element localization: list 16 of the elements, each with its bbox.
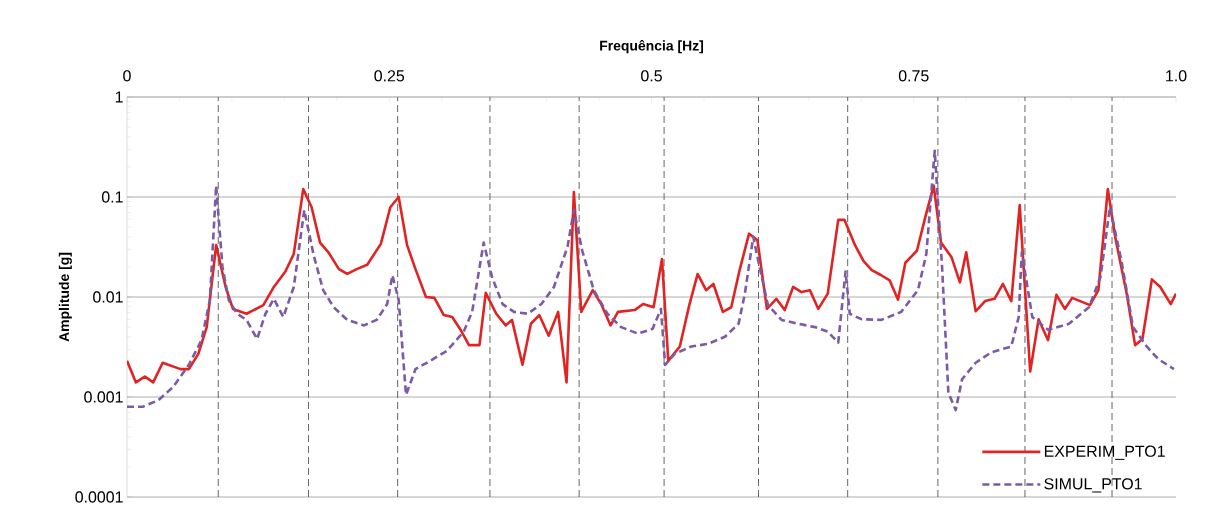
x-tick-label: 0.75 <box>898 70 929 82</box>
x-tick-label: 0.5 <box>641 70 662 82</box>
line-series <box>127 149 1176 412</box>
x-axis-title: Frequência [Hz] <box>600 40 704 54</box>
y-tick-label: 1 <box>115 91 123 103</box>
x-tick-label: 1.0 <box>1166 70 1187 82</box>
x-tick-label: 0 <box>123 70 131 82</box>
line-series <box>127 184 1177 384</box>
y-axis-title: Amplitude [g] <box>58 252 72 342</box>
y-tick-label: 0.01 <box>93 291 123 303</box>
y-tick-label: 0.1 <box>101 191 123 203</box>
y-tick-label: 0.0001 <box>75 491 123 503</box>
legend-label: EXPERIM_PTO1 <box>1044 445 1165 460</box>
legend-label: SIMUL_PTO1 <box>1044 478 1142 493</box>
x-tick-label: 0.25 <box>374 70 405 82</box>
y-tick-label: 0.001 <box>84 391 123 403</box>
